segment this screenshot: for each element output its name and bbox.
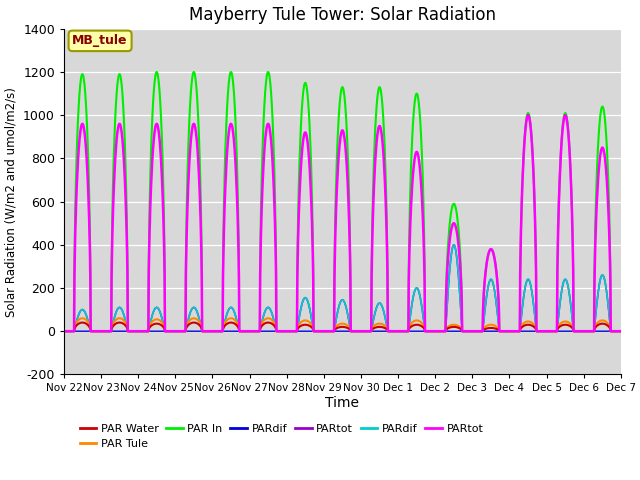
PARtot	[170, 328, 178, 334]
PARtot	[60, 328, 68, 334]
PARtot	[184, 318, 191, 324]
PARdif	[429, 328, 436, 334]
PAR In	[429, 328, 437, 334]
PAR In	[502, 328, 509, 334]
PARtot	[429, 328, 436, 334]
PARtot	[524, 112, 532, 118]
Line: PARtot: PARtot	[64, 115, 621, 331]
PAR In	[617, 328, 625, 334]
PAR In	[60, 328, 68, 334]
PAR In	[246, 328, 254, 334]
PARtot	[450, 242, 458, 248]
PAR Water	[617, 328, 625, 334]
PAR Water	[246, 328, 254, 334]
PARdif	[184, 318, 191, 324]
PAR In	[184, 147, 192, 153]
PARdif	[170, 328, 178, 334]
PARdif	[170, 328, 178, 334]
Legend: PAR Water, PAR Tule, PAR In, PARdif, PARtot, PARdif, PARtot: PAR Water, PAR Tule, PAR In, PARdif, PAR…	[75, 420, 488, 454]
PARtot	[170, 328, 178, 334]
PARtot	[246, 328, 254, 334]
Line: PAR Tule: PAR Tule	[64, 318, 621, 331]
PAR Water	[502, 328, 509, 334]
PARdif	[617, 328, 625, 334]
PAR Tule	[551, 328, 559, 334]
Y-axis label: Solar Radiation (W/m2 and umol/m2/s): Solar Radiation (W/m2 and umol/m2/s)	[4, 87, 17, 316]
PARdif	[502, 328, 509, 334]
PARtot	[617, 328, 625, 334]
Line: PAR Water: PAR Water	[64, 323, 621, 331]
X-axis label: Time: Time	[325, 396, 360, 410]
PAR Tule	[502, 328, 509, 334]
PARtot	[502, 328, 509, 334]
PARdif	[551, 328, 559, 334]
PARdif	[502, 328, 509, 334]
PAR In	[171, 328, 179, 334]
PARtot	[551, 328, 559, 334]
PAR Tule	[617, 328, 625, 334]
PAR Tule	[171, 328, 179, 334]
PARtot	[60, 328, 68, 334]
PARdif	[450, 242, 458, 248]
Title: Mayberry Tule Tower: Solar Radiation: Mayberry Tule Tower: Solar Radiation	[189, 6, 496, 24]
PARdif	[60, 328, 68, 334]
PARdif	[246, 328, 254, 334]
PARdif	[60, 328, 68, 334]
Line: PARtot: PARtot	[64, 245, 621, 331]
PAR Tule	[78, 315, 86, 321]
PAR Water	[171, 328, 179, 334]
PAR In	[152, 69, 160, 75]
Line: PARdif: PARdif	[64, 245, 621, 331]
PARtot	[246, 328, 254, 334]
PAR In	[551, 328, 559, 334]
PARtot	[551, 328, 559, 334]
Text: MB_tule: MB_tule	[72, 35, 128, 48]
PAR Tule	[184, 319, 192, 325]
PARdif	[429, 328, 436, 334]
PAR Tule	[60, 328, 68, 334]
PARdif	[617, 328, 625, 334]
PARtot	[184, 193, 191, 199]
PAR Water	[551, 328, 559, 334]
PARdif	[184, 328, 191, 334]
PAR Water	[60, 328, 68, 334]
PAR Water	[429, 328, 437, 334]
PARdif	[246, 328, 254, 334]
Line: PAR In: PAR In	[64, 72, 621, 331]
PAR Tule	[429, 328, 437, 334]
PARdif	[551, 328, 559, 334]
PAR Tule	[246, 328, 254, 334]
PAR Water	[184, 322, 192, 328]
PARtot	[617, 328, 625, 334]
PARtot	[502, 328, 509, 334]
PAR Water	[78, 320, 86, 325]
PARtot	[429, 328, 436, 334]
